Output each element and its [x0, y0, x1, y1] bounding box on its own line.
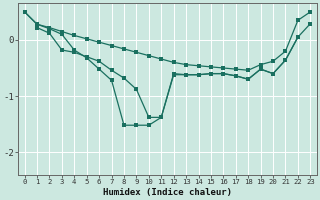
- X-axis label: Humidex (Indice chaleur): Humidex (Indice chaleur): [103, 188, 232, 197]
